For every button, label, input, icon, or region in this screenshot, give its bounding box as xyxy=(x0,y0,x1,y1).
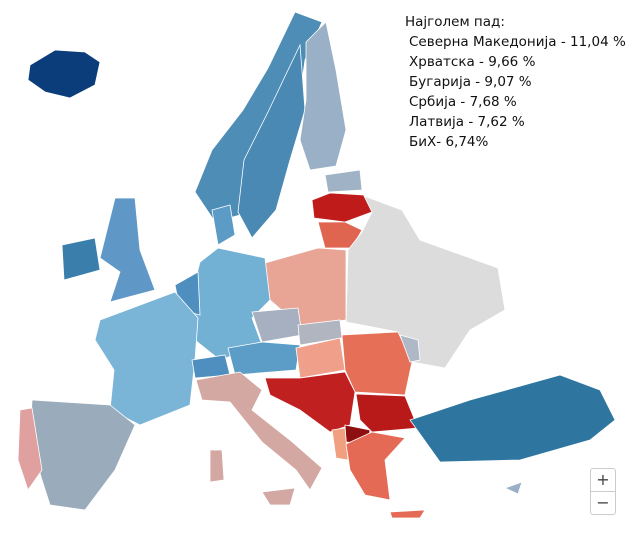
greece xyxy=(345,431,406,501)
sicily xyxy=(261,487,296,506)
western-balkans xyxy=(264,371,356,433)
sweden xyxy=(237,43,306,239)
estonia xyxy=(324,169,363,193)
finland xyxy=(299,21,347,171)
spain xyxy=(29,399,136,511)
latvia xyxy=(311,192,373,223)
annotation-line: Бугарија - 9,07 % xyxy=(409,74,532,90)
annotation: Најголем пад: Северна Македонија - 11,04… xyxy=(405,12,626,152)
annotation-line: Хрватска - 9,66 % xyxy=(409,54,536,70)
annotation-line: Србија - 7,68 % xyxy=(409,94,517,110)
turkey xyxy=(409,374,616,463)
annotation-line: Латвија - 7,62 % xyxy=(409,114,525,130)
annotation-title: Најголем пад: xyxy=(405,14,505,30)
denmark xyxy=(211,204,236,246)
france xyxy=(94,291,199,426)
zoom-in-button[interactable]: + xyxy=(591,469,615,492)
zoom-control: + − xyxy=(590,468,616,515)
cyprus xyxy=(503,481,523,495)
iceland xyxy=(27,49,101,99)
crete xyxy=(389,509,426,519)
moldova xyxy=(399,334,421,363)
portugal xyxy=(17,407,43,491)
albania xyxy=(331,427,349,461)
czechia xyxy=(251,307,303,343)
annotation-line: Северна Македонија - 11,04 % xyxy=(409,34,626,50)
sardinia xyxy=(209,449,225,483)
romania xyxy=(341,331,413,396)
zoom-out-button[interactable]: − xyxy=(596,493,610,512)
austria xyxy=(227,341,301,376)
italy xyxy=(195,371,323,491)
ireland xyxy=(61,237,101,281)
annotation-line: БиХ- 6,74% xyxy=(409,134,489,150)
eastern-europe xyxy=(345,195,506,369)
uk xyxy=(99,197,156,303)
bulgaria xyxy=(355,393,419,433)
